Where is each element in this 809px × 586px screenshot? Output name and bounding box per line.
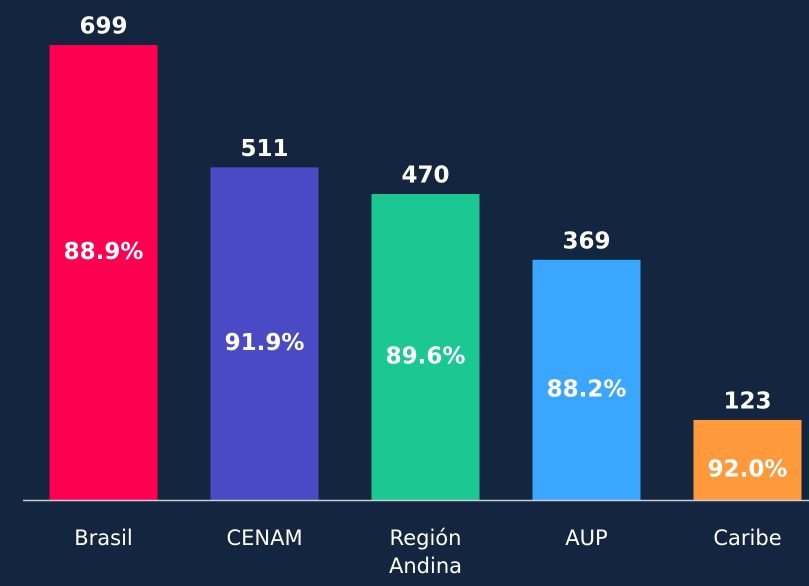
bar — [49, 45, 158, 500]
bar — [210, 167, 319, 500]
x-tick-label: CENAM — [226, 526, 303, 550]
percentage-label: 89.6% — [386, 344, 466, 370]
bar — [532, 259, 641, 500]
percentage-label: 91.9% — [225, 330, 305, 356]
percentage-label: 88.2% — [547, 376, 627, 402]
percentage-label: 92.0% — [708, 456, 788, 482]
x-tick-label: Región Andina — [388, 526, 463, 578]
x-tick-label: Caribe — [713, 526, 782, 550]
value-label: 699 — [79, 14, 127, 40]
percentage-label: 88.9% — [64, 239, 144, 265]
x-tick-label: AUP — [565, 526, 608, 550]
value-label: 470 — [401, 163, 449, 189]
value-label: 369 — [562, 228, 610, 254]
value-label: 511 — [240, 136, 288, 162]
bar — [371, 194, 480, 501]
bar — [693, 419, 802, 500]
x-tick-label: Brasil — [74, 526, 133, 550]
value-label: 123 — [723, 388, 771, 414]
